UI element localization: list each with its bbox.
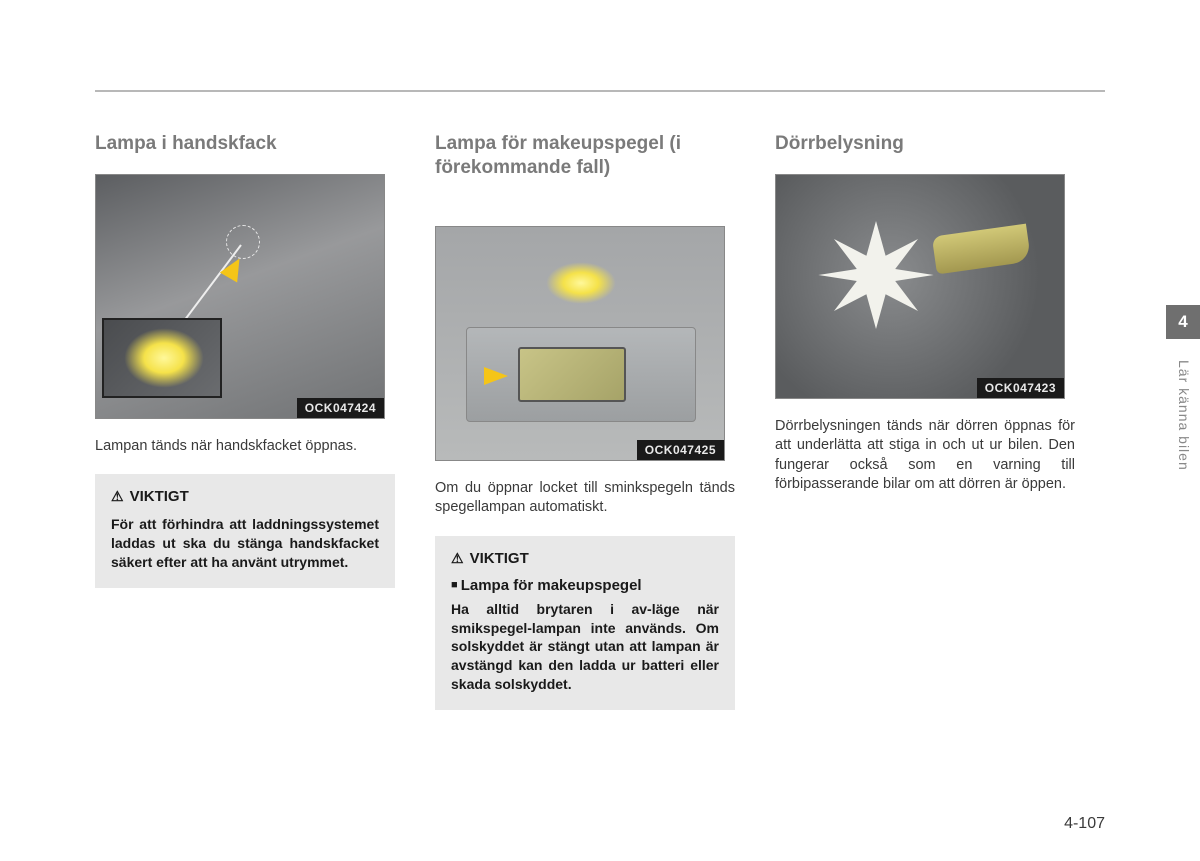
vanity-mirror bbox=[518, 347, 626, 402]
figure-id: OCK047425 bbox=[637, 440, 724, 460]
chapter-tab: 4 bbox=[1166, 305, 1200, 339]
section-title: Dörrbelysning bbox=[775, 132, 1075, 156]
notice-label: VIKTIGT bbox=[130, 488, 189, 505]
manual-page: Lampa i handskfack OCK047424 Lampan tänd… bbox=[0, 0, 1200, 710]
page-number: 4-107 bbox=[1064, 815, 1105, 833]
section-title: Lampa för makeupspegel (i förekommande f… bbox=[435, 132, 735, 180]
figure-door-light: OCK047423 bbox=[775, 174, 1065, 399]
figure-glovebox-lamp: OCK047424 bbox=[95, 174, 385, 419]
notice-box: ⚠ VIKTIGT Lampa för makeupspegel Ha allt… bbox=[435, 536, 735, 710]
column-vanity-mirror: Lampa för makeupspegel (i förekommande f… bbox=[435, 132, 735, 710]
column-glovebox: Lampa i handskfack OCK047424 Lampan tänd… bbox=[95, 132, 395, 710]
column-door-light: Dörrbelysning OCK047423 Dörrbelysningen … bbox=[775, 132, 1075, 710]
notice-title: ⚠ VIKTIGT bbox=[111, 488, 379, 505]
lamp-glow-icon bbox=[124, 328, 204, 388]
chapter-title-vertical: Lär känna bilen bbox=[1176, 360, 1192, 471]
inset-detail bbox=[102, 318, 222, 398]
figure-vanity-lamp: OCK047425 bbox=[435, 226, 725, 461]
warning-icon: ⚠ bbox=[451, 550, 464, 567]
light-starburst-icon bbox=[816, 215, 936, 335]
chapter-number: 4 bbox=[1178, 312, 1187, 332]
arrow-icon bbox=[484, 367, 508, 385]
notice-subheading: Lampa för makeupspegel bbox=[451, 577, 719, 594]
notice-title: ⚠ VIKTIGT bbox=[451, 550, 719, 567]
body-text: Lampan tänds när handskfacket öppnas. bbox=[95, 437, 395, 457]
figure-id: OCK047424 bbox=[297, 398, 384, 418]
notice-body: För att förhindra att laddningssystemet … bbox=[111, 515, 379, 572]
body-text: Om du öppnar locket till sminkspegeln tä… bbox=[435, 479, 735, 518]
notice-body: Ha alltid brytaren i av-läge när smikspe… bbox=[451, 600, 719, 694]
top-divider bbox=[95, 90, 1105, 92]
notice-label: VIKTIGT bbox=[470, 550, 529, 567]
figure-id: OCK047423 bbox=[977, 378, 1064, 398]
lamp-glow-icon bbox=[546, 262, 616, 304]
warning-icon: ⚠ bbox=[111, 488, 124, 505]
content-columns: Lampa i handskfack OCK047424 Lampan tänd… bbox=[95, 132, 1105, 710]
section-title: Lampa i handskfack bbox=[95, 132, 395, 156]
body-text: Dörrbelysningen tänds när dörren öppnas … bbox=[775, 417, 1075, 495]
notice-box: ⚠ VIKTIGT För att förhindra att laddning… bbox=[95, 474, 395, 588]
